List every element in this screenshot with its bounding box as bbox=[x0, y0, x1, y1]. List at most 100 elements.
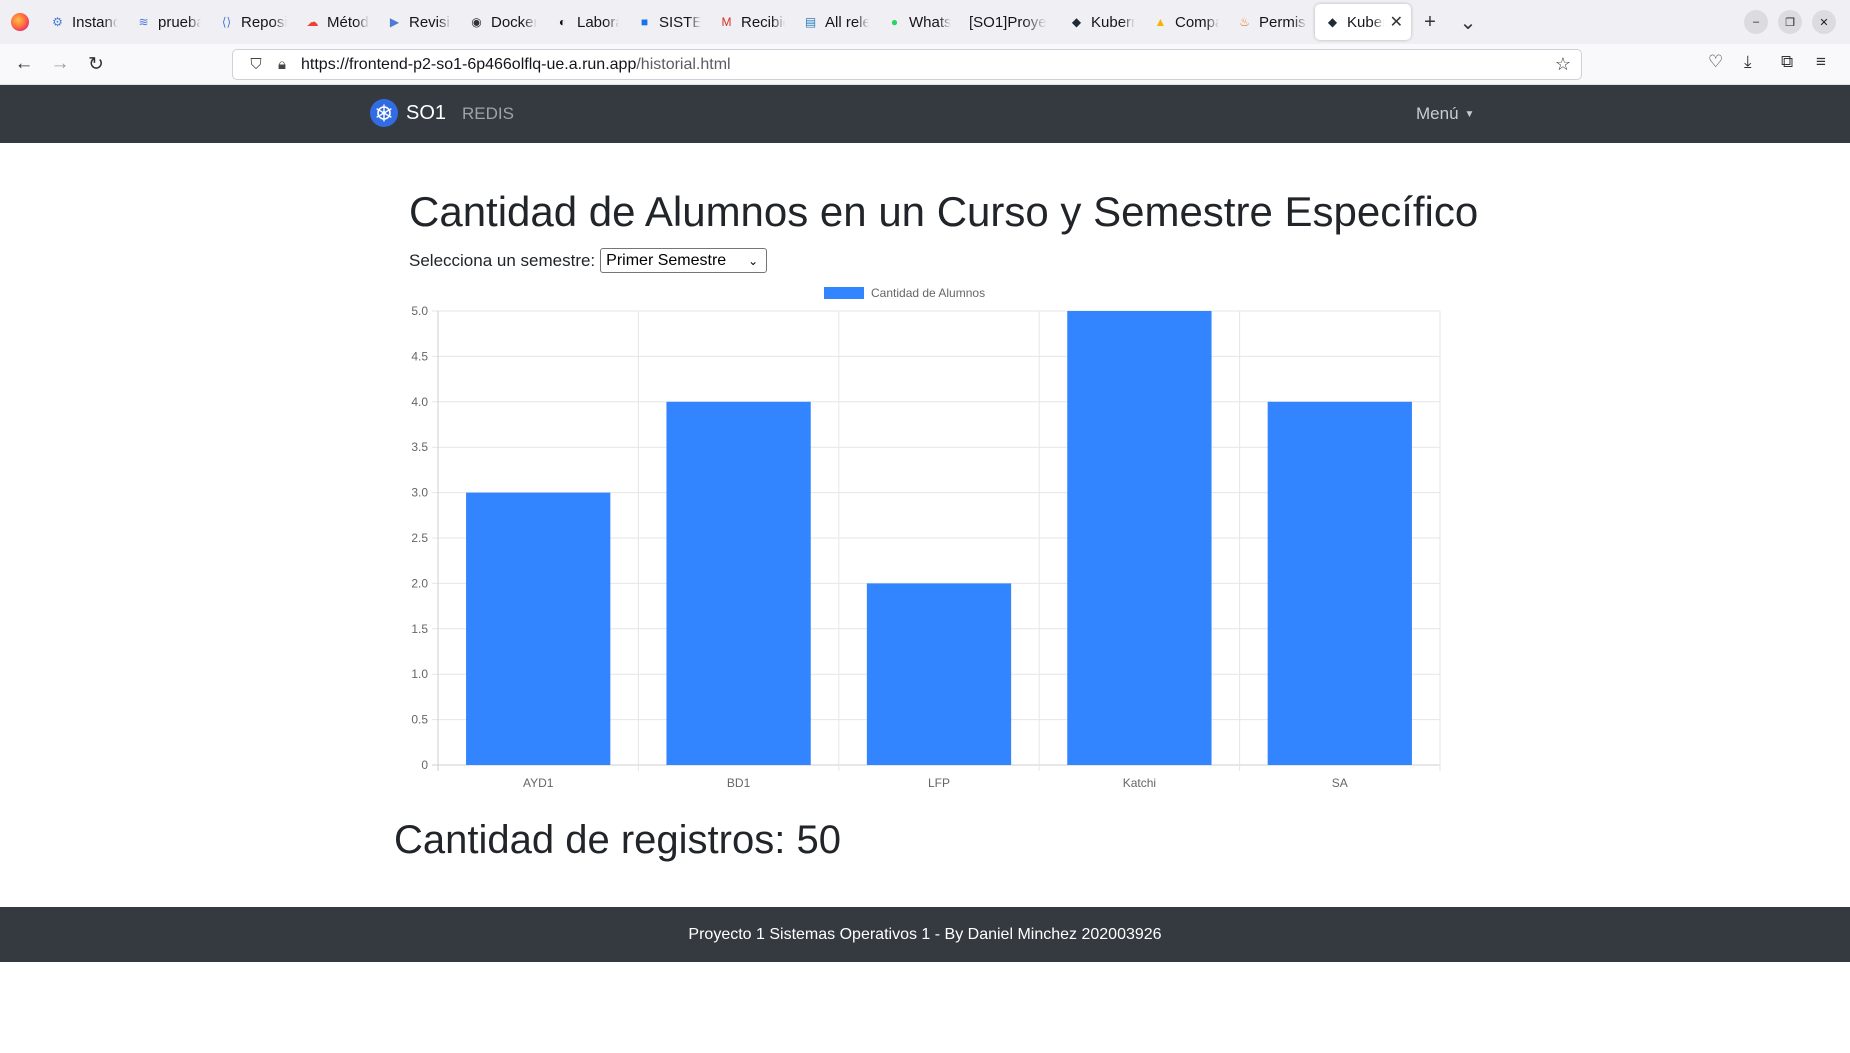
y-tick-label: 0 bbox=[421, 758, 428, 772]
browser-tab-label: Revision bbox=[409, 13, 451, 31]
browser-tab[interactable]: M Recibido bbox=[709, 4, 793, 40]
site-navbar: SO1 REDIS Menú ▼ bbox=[0, 85, 1850, 143]
browser-tab-label: Kuberne bbox=[1091, 13, 1135, 31]
browser-tab-label: Kuber bbox=[1347, 13, 1384, 31]
legend-swatch[interactable] bbox=[824, 287, 864, 299]
menu-dropdown-toggle[interactable]: Menú ▼ bbox=[1416, 104, 1474, 124]
browser-tab[interactable]: ☁ Método bbox=[295, 4, 377, 40]
url-host: https://frontend-p2-so1-6p466olflq-ue.a.… bbox=[301, 55, 637, 73]
browser-tab-label: Recibido bbox=[741, 13, 785, 31]
browser-tab-label: All relea bbox=[825, 13, 869, 31]
downloads-icon[interactable]: ⤓ bbox=[1744, 52, 1752, 71]
close-window-icon[interactable]: ✕ bbox=[1812, 10, 1836, 34]
menu-label: Menú bbox=[1416, 104, 1459, 123]
records-count: Cantidad de registros: 50 bbox=[394, 818, 841, 862]
browser-tab-label: Método bbox=[327, 13, 369, 31]
x-tick-label: AYD1 bbox=[523, 776, 554, 790]
semester-row: Selecciona un semestre: Primer Semestre … bbox=[409, 248, 768, 273]
y-tick-label: 2.0 bbox=[411, 576, 428, 590]
firefox-icon[interactable] bbox=[0, 0, 40, 44]
google-drive-icon: ▲ bbox=[1154, 15, 1167, 29]
browser-tab[interactable]: ◉ Docker I bbox=[459, 4, 545, 40]
chart-x-ticks: AYD1 BD1 LFP Katchi SA bbox=[523, 776, 1348, 790]
browser-tab-label: Laborat bbox=[577, 13, 619, 31]
y-tick-label: 3.5 bbox=[411, 440, 428, 454]
lock-icon[interactable]: 🔒︎ bbox=[278, 56, 286, 73]
hamburger-menu-icon[interactable]: ≡ bbox=[1816, 52, 1826, 71]
redis-link[interactable]: REDIS bbox=[462, 104, 514, 123]
url-bar[interactable]: ⛉ 🔒︎ https://frontend-p2-so1-6p466olflq-… bbox=[232, 49, 1582, 80]
y-tick-label: 2.5 bbox=[411, 531, 428, 545]
x-tick-label: Katchi bbox=[1123, 776, 1156, 790]
reload-icon[interactable]: ↻ bbox=[88, 53, 104, 75]
url-text[interactable]: https://frontend-p2-so1-6p466olflq-ue.a.… bbox=[301, 56, 731, 74]
bar-sa[interactable] bbox=[1267, 401, 1412, 765]
browser-tab[interactable]: ♨ Permissi bbox=[1227, 4, 1315, 40]
footer: Proyecto 1 Sistemas Operativos 1 - By Da… bbox=[0, 907, 1850, 962]
restore-icon[interactable]: ❐ bbox=[1778, 10, 1802, 34]
back-icon[interactable]: ← bbox=[14, 53, 34, 74]
semester-label: Selecciona un semestre: bbox=[409, 250, 596, 270]
y-tick-label: 0.5 bbox=[411, 713, 428, 727]
repository-icon: ⟨⟩ bbox=[221, 15, 232, 29]
permission-icon: ♨ bbox=[1239, 15, 1250, 29]
kubernetes-icon: ◆ bbox=[1327, 15, 1338, 29]
browser-tab[interactable]: ▲ Compart bbox=[1143, 4, 1227, 40]
stack-icon: ≋ bbox=[138, 15, 149, 29]
y-tick-label: 1.0 bbox=[411, 667, 428, 681]
whatsapp-icon: ● bbox=[890, 15, 899, 29]
kubernetes-icon: ◆ bbox=[1071, 15, 1082, 29]
x-tick-label: BD1 bbox=[727, 776, 751, 790]
kubernetes-icon bbox=[370, 99, 398, 127]
github-icon: ◐ bbox=[558, 15, 567, 29]
browser-tab[interactable]: ▤ All relea bbox=[793, 4, 877, 40]
x-tick-label: LFP bbox=[928, 776, 950, 790]
bar-ayd1[interactable] bbox=[466, 492, 611, 765]
shield-icon[interactable]: ⛉ bbox=[250, 56, 262, 73]
legend-label[interactable]: Cantidad de Alumnos bbox=[871, 286, 985, 300]
semester-select[interactable]: Primer Semestre ⌄ bbox=[600, 248, 768, 273]
browser-tab[interactable]: ⚙ Instanci bbox=[40, 4, 126, 40]
chart-y-ticks: 0 0.5 1.0 1.5 2.0 2.5 3.0 3.5 4.0 4.5 5.0 bbox=[411, 304, 428, 772]
contact-icon: ■ bbox=[640, 15, 649, 29]
browser-tab[interactable]: ◆ Kuberne bbox=[1059, 4, 1143, 40]
browser-tab[interactable]: ● WhatsA bbox=[877, 4, 959, 40]
cloud-run-icon: ▶ bbox=[389, 15, 400, 29]
minimize-icon[interactable]: – bbox=[1744, 10, 1768, 34]
browser-tab[interactable]: ■ SISTEMA bbox=[627, 4, 709, 40]
gmail-icon: M bbox=[721, 15, 732, 29]
page-title: Cantidad de Alumnos en un Curso y Semest… bbox=[409, 188, 1479, 235]
browser-tab-label: WhatsA bbox=[909, 13, 951, 31]
new-tab-icon[interactable]: + bbox=[1424, 10, 1436, 33]
brand-text: SO1 bbox=[406, 101, 447, 124]
footer-text: Proyecto 1 Sistemas Operativos 1 - By Da… bbox=[688, 925, 1162, 943]
pocket-icon[interactable]: ♡ bbox=[1708, 52, 1724, 71]
browser-tab[interactable]: ◐ Laborat bbox=[545, 4, 627, 40]
bar-lfp[interactable] bbox=[866, 583, 1012, 765]
browser-tab[interactable]: ◆ Kuber ✕ bbox=[1315, 4, 1411, 40]
tab-list: ⚙ Instanci ≋ prueba ⟨⟩ Reposit ☁ Método ▶ Revisio… bbox=[40, 4, 1411, 40]
brand-link[interactable]: SO1 bbox=[370, 99, 446, 127]
y-tick-label: 3.0 bbox=[411, 486, 428, 500]
y-tick-label: 5.0 bbox=[411, 304, 428, 318]
chevron-down-icon: ⌄ bbox=[748, 253, 759, 268]
close-tab-icon[interactable]: ✕ bbox=[1389, 14, 1403, 31]
docker-icon: ◉ bbox=[471, 15, 482, 29]
browser-tab-label: Reposit bbox=[241, 13, 287, 31]
bookmark-star-icon[interactable]: ☆ bbox=[1554, 54, 1571, 74]
browser-tab-label: Docker I bbox=[491, 13, 537, 31]
list-all-tabs-icon[interactable]: ⌄ bbox=[1459, 11, 1477, 34]
browser-tab[interactable]: [SO1]Proye bbox=[959, 4, 1059, 40]
chart-bars bbox=[466, 311, 1412, 765]
bar-bd1[interactable] bbox=[666, 401, 811, 765]
browser-tab-label: Compart bbox=[1175, 13, 1219, 31]
browser-navigation-bar: ← → ↻ ⛉ 🔒︎ https://frontend-p2-so1-6p466… bbox=[0, 44, 1850, 85]
browser-tab[interactable]: ▶ Revision bbox=[377, 4, 459, 40]
browser-tab[interactable]: ⟨⟩ Reposit bbox=[209, 4, 295, 40]
browser-tab[interactable]: ≋ prueba bbox=[126, 4, 209, 40]
chart-legend[interactable]: Cantidad de Alumnos bbox=[824, 286, 985, 300]
forward-icon[interactable]: → bbox=[50, 53, 70, 74]
extensions-icon[interactable]: ⧉ bbox=[1781, 52, 1794, 71]
bar-katchi[interactable] bbox=[1067, 311, 1212, 765]
browser-tab-label: [SO1]Proye bbox=[969, 13, 1047, 31]
